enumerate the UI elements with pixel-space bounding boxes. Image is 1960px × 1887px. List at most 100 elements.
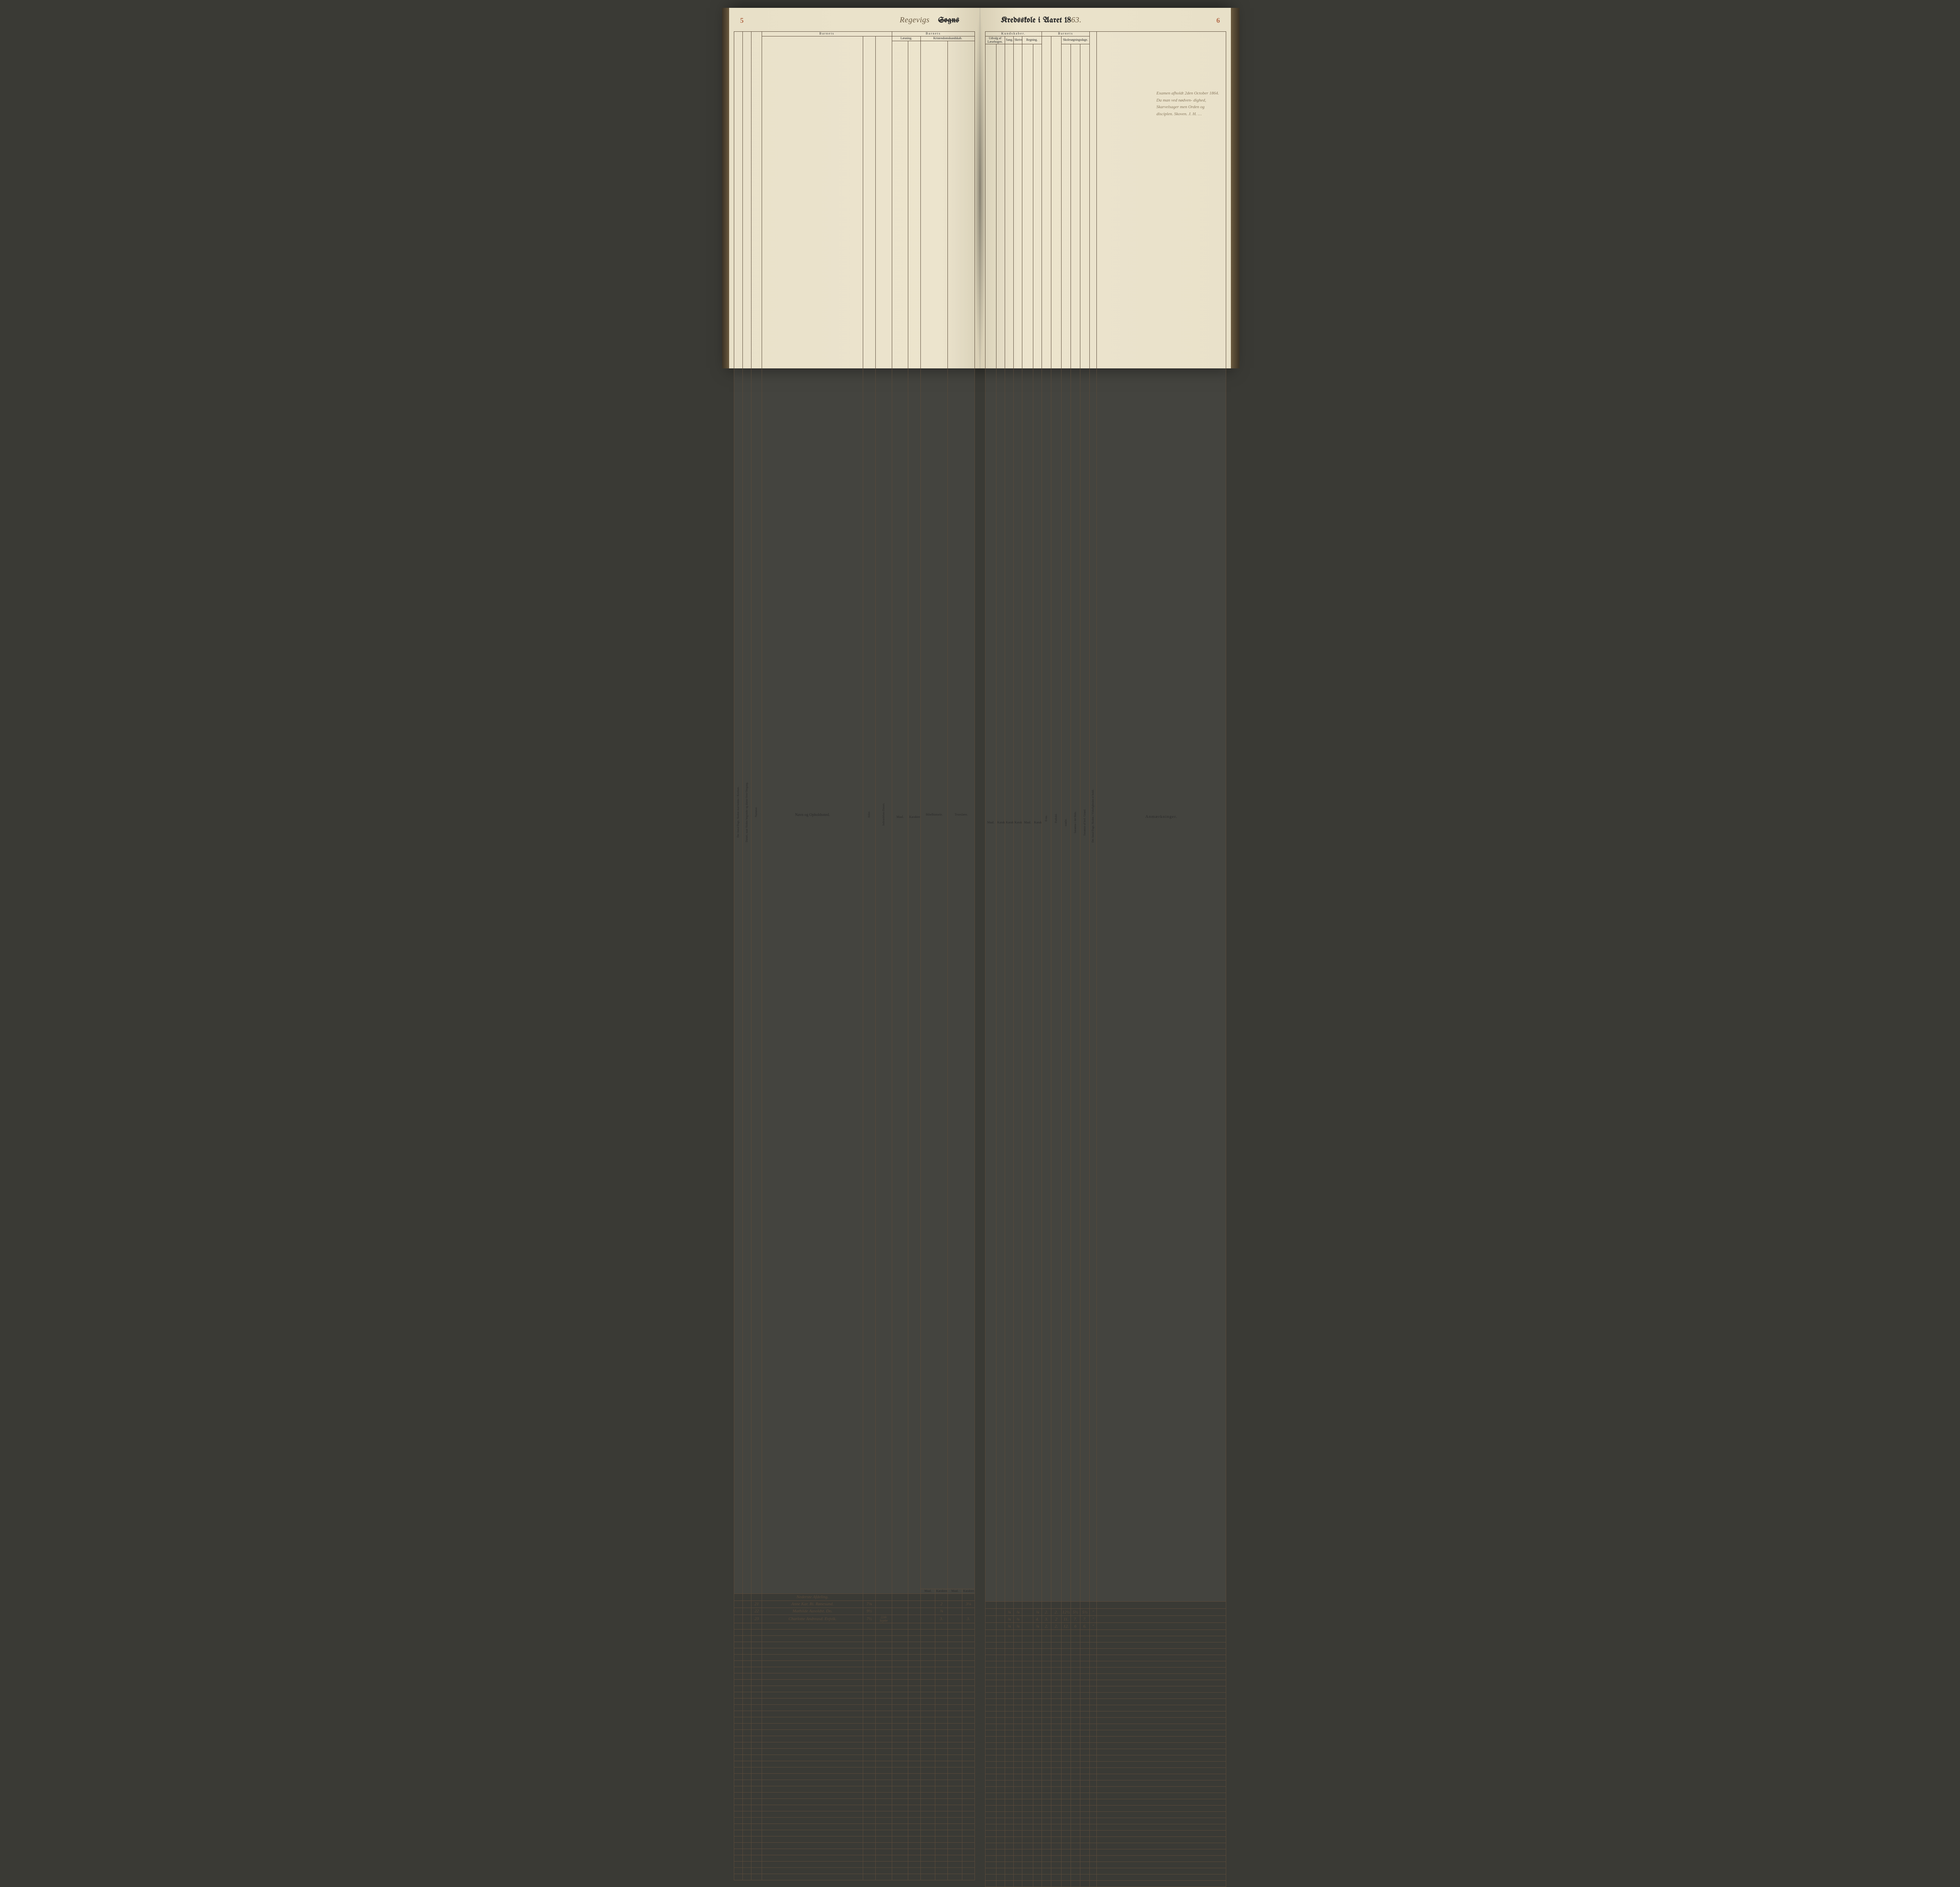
title-sogns-struck: Sogns xyxy=(938,16,959,25)
cell: 12½ xyxy=(1062,1609,1071,1616)
hdr-barnets-1: Barnets xyxy=(762,32,892,36)
cell xyxy=(921,1608,935,1615)
cell xyxy=(985,1609,996,1616)
cell: " xyxy=(1090,1609,1097,1616)
hdr-laesning: Læsning. xyxy=(892,36,921,41)
cell: 6 xyxy=(1071,1623,1080,1630)
hdr-forhold: Forhold. xyxy=(1055,41,1058,1596)
ledger-table-right: Kundskaber. Barnets Det Antal Dage, Skol… xyxy=(985,31,1226,1887)
title-right: Kredsskole i Aaret 1863. xyxy=(985,16,1226,31)
cell: " xyxy=(1090,1623,1097,1630)
cell: 11. xyxy=(1062,1616,1071,1623)
cell: 2. xyxy=(1042,1623,1051,1630)
cell: 4. xyxy=(1033,1616,1042,1623)
cell: 2. xyxy=(1051,1609,1062,1616)
hdr-kundskaber: Kundskaber. xyxy=(985,32,1042,36)
cell: 3. xyxy=(962,1615,975,1623)
cell: 7. xyxy=(1071,1616,1080,1623)
hdr-udv-kar: Karakter. xyxy=(996,44,1005,1602)
cell: " xyxy=(1090,1616,1097,1623)
cell xyxy=(962,1608,975,1615)
hdr-udvalg: Udvalg af Læsebogen. xyxy=(985,36,1005,44)
cell xyxy=(921,1615,935,1623)
hdr-alder: Alder. xyxy=(868,37,871,1592)
hdr-sang: Sang. xyxy=(1005,36,1014,44)
title-handwritten-parish: Regevigs xyxy=(900,16,929,24)
cell xyxy=(985,1616,996,1623)
hdr-troes: Troeslære. xyxy=(948,41,975,1589)
hdr-troes-maal: Maal. xyxy=(948,1589,962,1593)
cell: ¾ xyxy=(1005,1609,1014,1616)
cell xyxy=(1022,1609,1033,1616)
cell-num: 21 xyxy=(751,1601,762,1608)
hdr-laes-maal: Maal. xyxy=(892,41,908,1593)
title-year-hand: 63. xyxy=(1071,16,1082,24)
subheading-row-r xyxy=(985,1602,1226,1609)
right-page: 6 Kredsskole i Aaret 1863. Kundskaber. B… xyxy=(980,8,1231,368)
table-row: ¾ ¾ 4. 3. 2 11. 7. 7. " xyxy=(985,1616,1226,1623)
table-row: ¾ ¾ ¾ 2. 2. 12½ 5½ 5½ " xyxy=(985,1609,1226,1616)
cell: ¾ xyxy=(1005,1623,1014,1630)
hdr-days-held: Det Antal Dage, Skolen skal holdes i Kre… xyxy=(737,34,740,1590)
hdr-skriv: Skrivning. xyxy=(1014,36,1022,44)
hdr-barnets-3: Barnets xyxy=(1042,32,1090,36)
page-number-left: 5 xyxy=(740,16,744,25)
cell: ¾ xyxy=(1033,1623,1042,1630)
cell xyxy=(985,1623,996,1630)
cell: Charlotte Andreasd. Evjvik. xyxy=(762,1615,863,1623)
hdr-bibel-kar: Karakter. xyxy=(935,1589,948,1593)
title-kredsskole: Kredsskole i Aaret 18 xyxy=(1001,16,1071,25)
cell xyxy=(948,1615,962,1623)
ledger-body-left: Nederste Afdeling. 21 Anne Kar. Ri. Røne… xyxy=(734,1593,975,1880)
hdr-indtr: Indtrædelses-Datum. xyxy=(882,37,886,1592)
hdr-bibel-maal: Maal. xyxy=(921,1589,935,1593)
cell: 5½ xyxy=(1080,1609,1090,1616)
cell xyxy=(996,1623,1005,1630)
cell: ¾ xyxy=(1033,1609,1042,1616)
hdr-reg-maal: Maal. xyxy=(1022,44,1033,1602)
cell: 2 xyxy=(1051,1616,1062,1623)
cell: 7. xyxy=(1080,1616,1090,1623)
hdr-udv-maal: Maal. xyxy=(985,44,996,1602)
ledger-body-right: ¾ ¾ ¾ 2. 2. 12½ 5½ 5½ " ¾ ¾ xyxy=(985,1602,1226,1887)
cell: 22 xyxy=(751,1608,762,1615)
cell: ¾ xyxy=(1014,1609,1022,1616)
subheading-text: Nederste Afdeling. xyxy=(762,1593,863,1601)
cell: 9½ xyxy=(863,1608,876,1615)
cell xyxy=(996,1616,1005,1623)
cell: 3. xyxy=(1042,1616,1051,1623)
cell xyxy=(1022,1616,1033,1623)
hdr-number: Nummer. xyxy=(755,34,758,1590)
cell: ¾ xyxy=(1014,1623,1022,1630)
hdr-skolesog: Skolesøgningsdage. xyxy=(1062,36,1090,44)
cell: 7½ xyxy=(863,1615,876,1623)
hdr-regning: Regning. xyxy=(1022,36,1042,44)
hdr-fors-lov: forsømte af lovl. Grund. xyxy=(1083,45,1087,1600)
hdr-troes-kar: Karakter. xyxy=(962,1589,975,1593)
hdr-skriv-kar: Karakter. xyxy=(1014,44,1022,1602)
table-row: ¾ ¾ ¾ 2. 2. 12. 6 6. " xyxy=(985,1623,1226,1630)
cell-name: Anne Kar. Ri. Rønesund. xyxy=(762,1601,863,1608)
table-row: 21 Anne Kar. Ri. Rønesund. 7¾ 2 3¼ xyxy=(734,1601,975,1608)
page-number-right: 6 xyxy=(1216,16,1220,25)
hdr-anm: Anmærkninger. xyxy=(1097,32,1226,1602)
cell: Mathilde Aasoldst. Do. xyxy=(762,1608,863,1615)
cell: 3. xyxy=(935,1615,948,1623)
cell: 6. xyxy=(1080,1623,1090,1630)
hdr-kristen: Kristendomskundskab. xyxy=(921,36,975,41)
cell xyxy=(1022,1623,1033,1630)
hdr-fors-hele: forsømte i det Hele. xyxy=(1074,45,1077,1600)
binding-left xyxy=(722,8,729,368)
hdr-evne: Evne. xyxy=(1045,41,1048,1596)
cell: ¾ xyxy=(1005,1616,1014,1623)
cell xyxy=(948,1608,962,1615)
cell: 2. xyxy=(1051,1623,1062,1630)
remarks-handwriting: Examen afholdt 2den October 1864. Da man… xyxy=(1156,90,1219,118)
table-row: 22 Mathilde Aasoldst. Do. 9½ ¾ xyxy=(734,1608,975,1615)
hdr-reg-kar: Karakter. xyxy=(1033,44,1042,1602)
hdr-barnets-2: Barnets xyxy=(892,32,975,36)
cell xyxy=(875,1608,892,1615)
cell: 3¼ xyxy=(962,1601,975,1608)
cell-alder: 7¾ xyxy=(863,1601,876,1608)
hdr-days-actual: Det Antal Dage, Skolen i Virkeligheden e… xyxy=(1092,38,1095,1593)
